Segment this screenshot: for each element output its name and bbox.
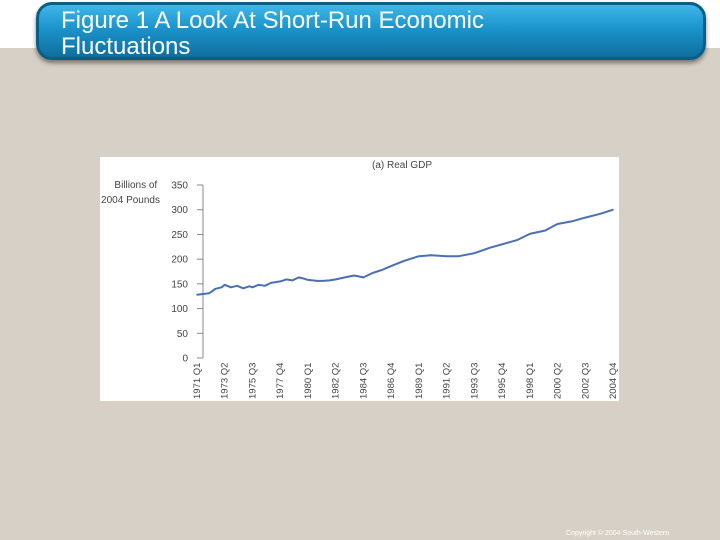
data-point [322, 280, 325, 282]
data-point [402, 260, 405, 262]
chart-panel: (a) Real GDP Billions of 2004 Pounds 0 50… [100, 157, 619, 401]
series-line-real-gdp [196, 208, 614, 296]
y-axis: 0 50 100 150 200 250 300 350 [171, 181, 204, 365]
data-point [214, 288, 217, 290]
y-axis-label-line-2: 2004 Pounds [101, 195, 160, 206]
data-point [236, 285, 238, 287]
data-point [291, 279, 294, 282]
data-point [430, 254, 433, 256]
data-point [230, 286, 232, 289]
data-point [285, 278, 288, 281]
data-point [473, 252, 476, 254]
data-point [196, 293, 198, 296]
y-tick-label: 50 [177, 329, 189, 340]
data-point [584, 216, 587, 219]
data-point [248, 285, 251, 288]
slide-title: Figure 1 A Look At Short-Run Economic Fl… [61, 7, 484, 60]
y-tick-label: 350 [171, 181, 188, 192]
x-tick-label: 1989 Q1 [414, 363, 425, 399]
data-point [208, 292, 211, 294]
x-tick-label: 1984 Q3 [358, 363, 369, 399]
data-point [418, 255, 420, 257]
title-bar: Figure 1 A Look At Short-Run Economic Fl… [36, 2, 706, 60]
chart-svg: (a) Real GDP Billions of 2004 Pounds 0 50… [101, 160, 619, 399]
x-tick-label: 1993 Q3 [469, 363, 480, 399]
data-point [264, 285, 266, 287]
y-axis-label-line-1: Billions of [114, 180, 157, 191]
data-point [371, 272, 374, 274]
y-tick-label: 100 [171, 304, 188, 315]
data-point [390, 265, 392, 267]
copyright-notice: Copyright © 2004 South-Western [566, 530, 670, 537]
x-tick-label: 2000 Q2 [553, 363, 564, 399]
data-point [257, 284, 260, 286]
x-tick-label: 1980 Q1 [303, 363, 314, 399]
data-point [334, 278, 337, 281]
chart-title: (a) Real GDP [372, 160, 432, 171]
data-point [612, 208, 614, 211]
y-axis-label: Billions of 2004 Pounds [101, 180, 160, 206]
data-point [223, 284, 226, 286]
x-tick-label: 1975 Q3 [247, 363, 258, 399]
series-group [196, 208, 614, 296]
data-point [488, 247, 491, 249]
data-point [381, 269, 383, 271]
x-tick-label: 1971 Q1 [192, 363, 203, 399]
data-point [362, 276, 365, 279]
x-tick-label: 1982 Q2 [331, 363, 342, 399]
x-tick-label: 1998 Q1 [525, 363, 536, 399]
data-point [279, 280, 281, 283]
x-tick-label: 1986 Q4 [386, 363, 397, 399]
data-point [572, 220, 574, 222]
data-point [328, 279, 331, 282]
data-point [516, 239, 519, 241]
data-point [544, 229, 546, 232]
data-point [353, 274, 355, 277]
data-point [307, 279, 309, 281]
data-point [529, 233, 531, 235]
y-tick-label: 250 [171, 230, 188, 241]
data-point [220, 286, 223, 289]
data-point [251, 286, 254, 289]
y-tick-label: 150 [171, 279, 188, 290]
data-point [556, 223, 559, 225]
y-tick-label: 200 [171, 255, 188, 266]
data-point [297, 276, 300, 279]
y-tick-label: 0 [182, 354, 188, 365]
data-point [270, 282, 272, 284]
x-axis: 1971 Q1 1973 Q2 1975 Q3 1977 Q4 1980 Q1 1982 … [192, 363, 619, 399]
data-point [458, 255, 460, 257]
x-tick-label: 2002 Q3 [580, 363, 591, 399]
y-tick-label: 300 [171, 205, 188, 216]
x-tick-label: 1995 Q4 [497, 363, 508, 399]
data-point [242, 287, 244, 290]
data-point [304, 278, 306, 280]
x-tick-label: 1991 Q2 [442, 363, 453, 399]
x-tick-label: 2004 Q4 [608, 363, 619, 399]
data-point [599, 212, 602, 215]
data-point [344, 276, 346, 279]
x-tick-label: 1977 Q4 [275, 363, 286, 399]
x-tick-label: 1973 Q2 [220, 363, 231, 399]
data-point [501, 243, 503, 246]
data-point [445, 255, 448, 257]
data-point [316, 280, 318, 282]
